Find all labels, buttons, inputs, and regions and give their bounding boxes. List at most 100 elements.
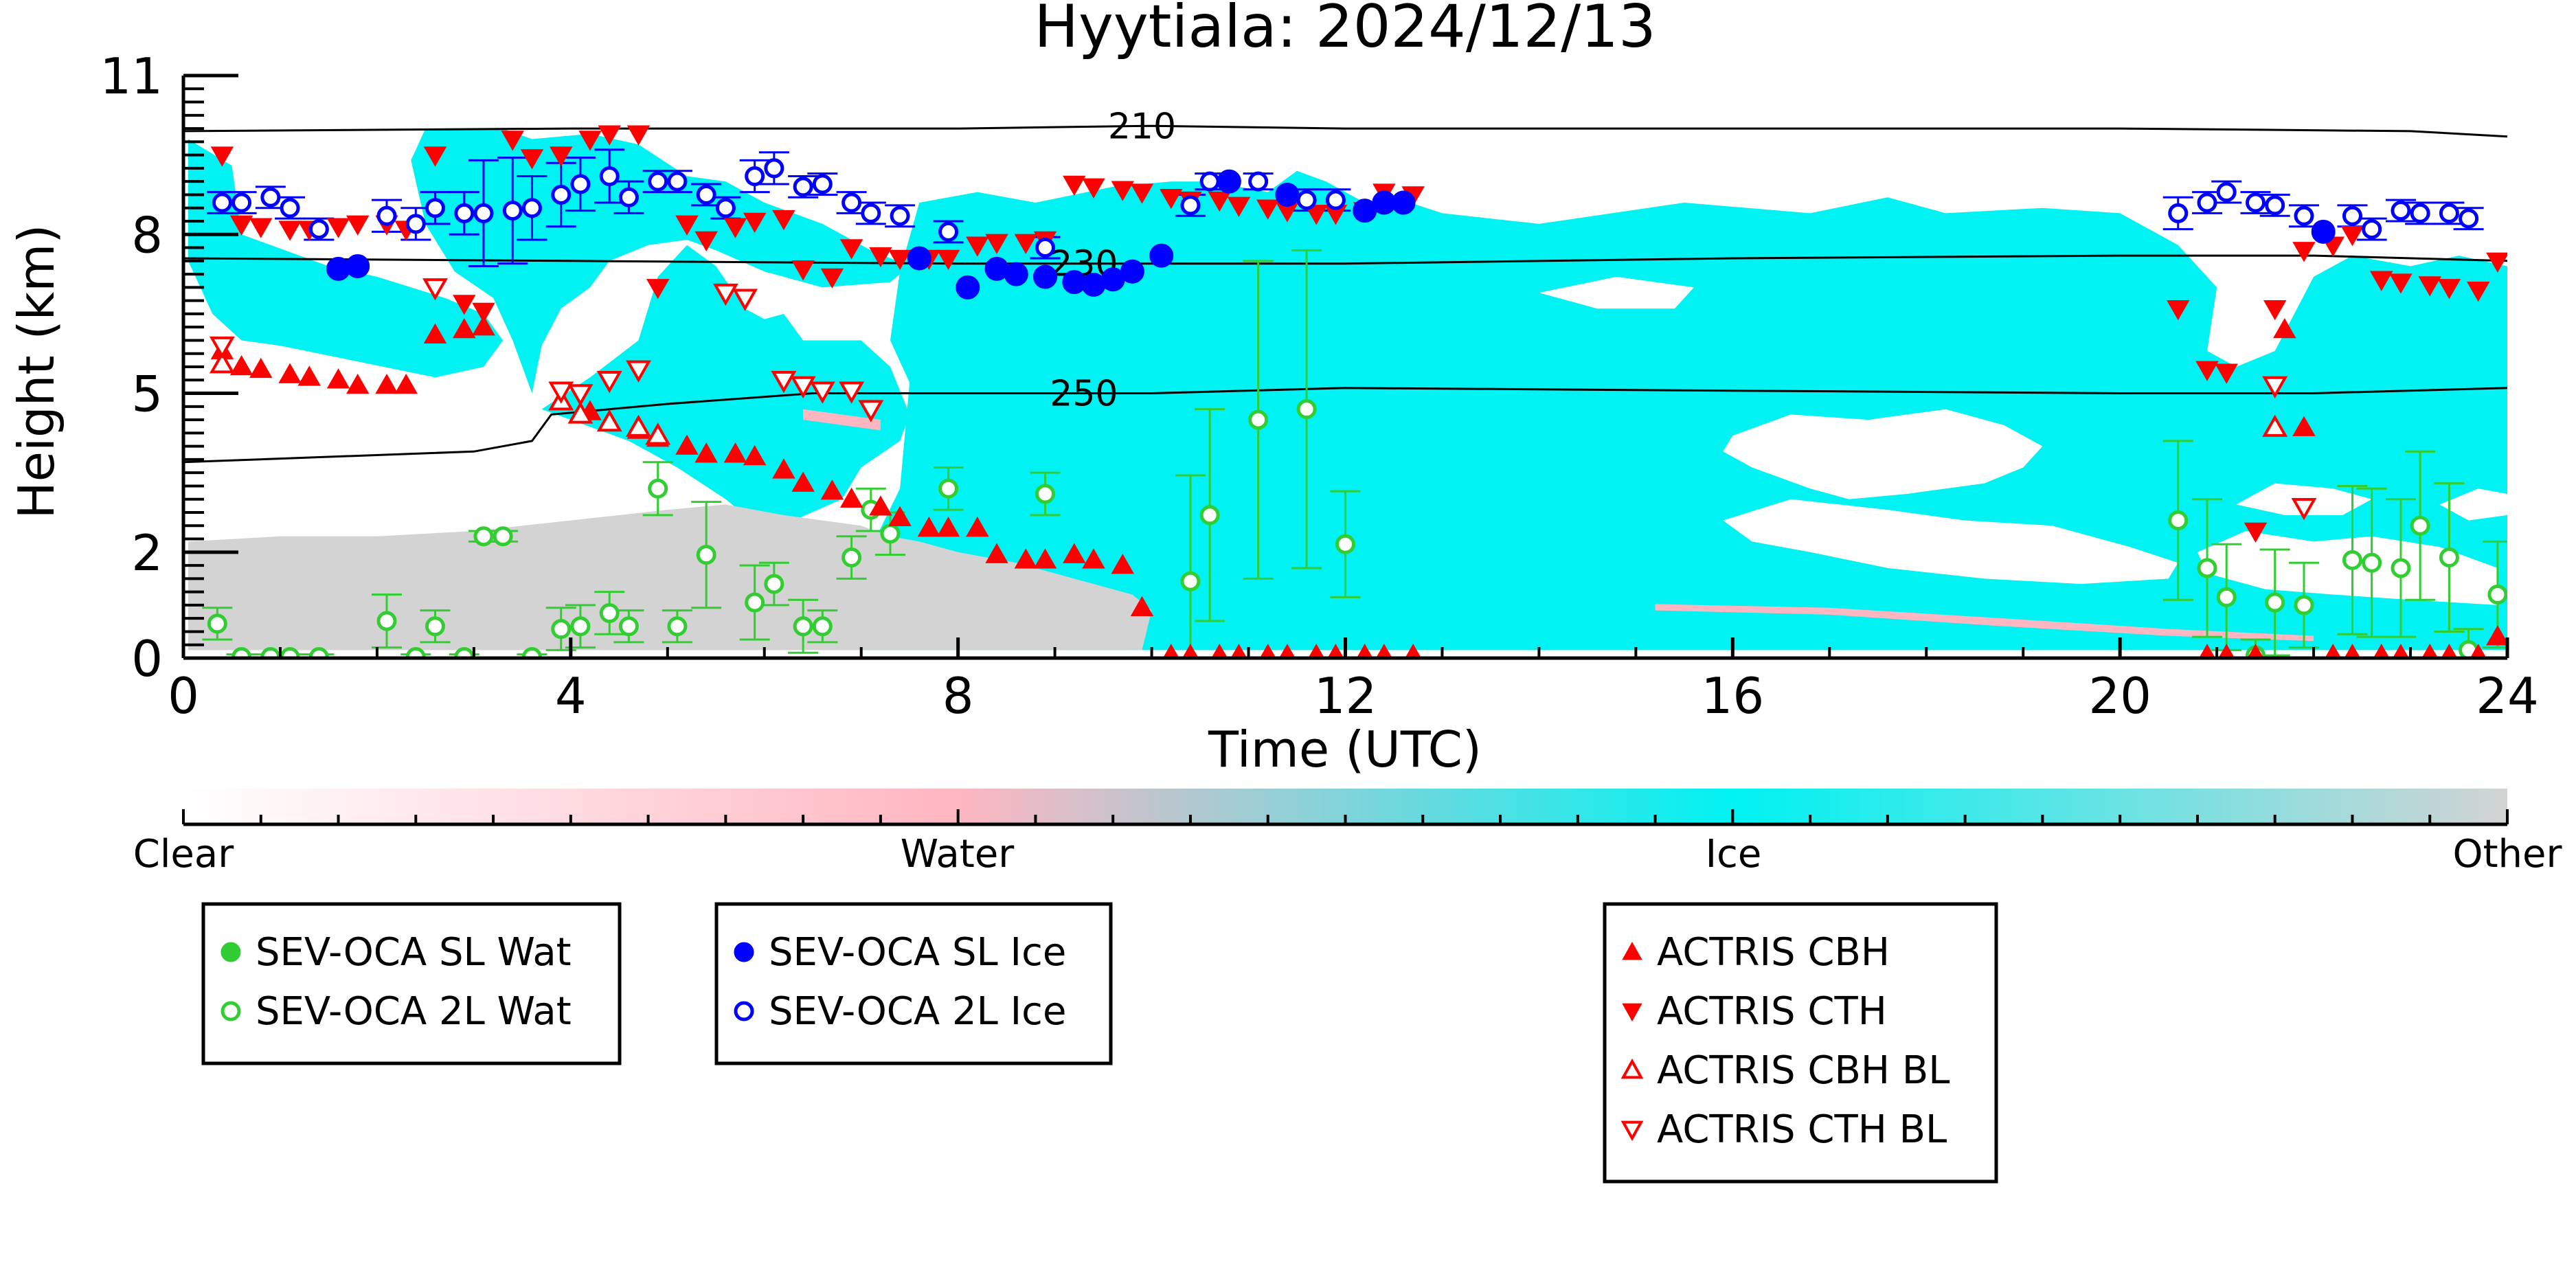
data-point	[880, 523, 901, 544]
data-point	[745, 166, 765, 186]
data-point	[308, 219, 329, 240]
data-point	[599, 602, 620, 623]
data-point	[2294, 595, 2314, 615]
data-point	[809, 381, 835, 404]
data-point	[1248, 409, 1269, 430]
data-point	[1230, 644, 1247, 658]
data-point	[2362, 219, 2382, 240]
data-point	[2291, 498, 2317, 521]
legend-label: ACTRIS CBH	[1657, 930, 1890, 975]
data-point	[696, 184, 716, 205]
data-point	[985, 234, 1008, 254]
data-point	[2294, 205, 2314, 226]
data-point	[696, 545, 716, 565]
data-point	[326, 368, 350, 389]
legend-box	[201, 902, 622, 1065]
data-point	[936, 249, 960, 270]
chart-title: Hyytiala: 2024/12/13	[1034, 0, 1656, 61]
data-point	[1217, 169, 1241, 194]
y-tick-label: 5	[131, 365, 163, 423]
data-point	[1162, 644, 1179, 658]
data-point	[1327, 644, 1344, 658]
data-point	[2340, 226, 2364, 247]
data-point	[598, 125, 621, 146]
legend-label: ACTRIS CTH	[1657, 989, 1887, 1034]
data-point	[280, 198, 300, 218]
data-point	[1248, 171, 1269, 192]
data-point	[936, 517, 960, 537]
data-point	[1335, 534, 1355, 554]
legend-marker	[734, 942, 754, 962]
data-point	[2418, 276, 2441, 297]
data-point	[626, 414, 651, 437]
data-point	[2247, 644, 2264, 658]
data-point	[715, 198, 736, 218]
data-point	[648, 478, 668, 499]
data-point	[550, 146, 573, 167]
data-point	[839, 239, 863, 260]
data-point	[2362, 552, 2382, 573]
data-point	[764, 574, 784, 594]
data-point	[596, 371, 622, 394]
data-point	[1082, 548, 1105, 569]
data-point	[1199, 171, 1220, 192]
error-bars	[202, 148, 2507, 658]
legend-marker	[221, 942, 241, 962]
legend-marker	[734, 1001, 754, 1021]
data-point	[209, 351, 235, 374]
data-point	[1120, 259, 1144, 284]
data-point	[278, 363, 302, 383]
x-tick-label: 24	[2476, 667, 2539, 725]
data-point	[346, 254, 370, 279]
data-point	[1160, 189, 1183, 210]
data-point	[1353, 199, 1377, 223]
other-region	[188, 504, 1152, 651]
x-axis-label: Time (UTC)	[1208, 721, 1482, 778]
legend-marker	[1620, 1120, 1644, 1142]
data-point	[297, 365, 321, 386]
data-point	[2459, 208, 2479, 229]
data-point	[618, 616, 639, 637]
data-point	[2262, 376, 2288, 399]
data-point	[1130, 596, 1154, 617]
data-point	[423, 146, 447, 167]
data-markers	[207, 125, 2507, 658]
data-point	[812, 174, 833, 194]
data-point	[861, 203, 881, 223]
x-tick-label: 20	[2088, 667, 2151, 725]
data-point	[453, 318, 476, 339]
data-point	[578, 131, 602, 151]
data-point	[938, 221, 959, 242]
data-point	[1149, 243, 1174, 268]
data-point	[1033, 548, 1057, 569]
data-point	[888, 506, 912, 526]
legend-label: SEV-OCA 2L Wat	[256, 989, 572, 1034]
data-point	[2168, 203, 2189, 223]
data-point	[2439, 547, 2459, 568]
legend-label: ACTRIS CBH BL	[1657, 1048, 1950, 1093]
legend-label: SEV-OCA SL Wat	[256, 930, 572, 975]
data-point	[2410, 203, 2430, 223]
data-point	[570, 174, 591, 194]
data-point	[667, 616, 688, 637]
water-region	[803, 409, 881, 431]
data-point	[472, 302, 495, 324]
data-point	[966, 517, 989, 537]
data-point	[1082, 178, 1105, 199]
data-point	[1275, 182, 1300, 207]
data-point	[793, 177, 813, 197]
data-point	[723, 218, 747, 238]
data-point	[346, 373, 370, 394]
data-point	[376, 611, 397, 631]
data-point	[1405, 644, 1422, 658]
data-point	[820, 268, 844, 289]
data-point	[2421, 644, 2439, 658]
data-point	[2215, 363, 2238, 384]
data-point	[2216, 182, 2237, 203]
data-point	[2342, 550, 2362, 570]
data-point	[249, 218, 273, 238]
data-point	[212, 192, 232, 213]
ice-region	[411, 128, 910, 394]
data-point	[2487, 584, 2507, 605]
data-point	[1199, 505, 1220, 526]
